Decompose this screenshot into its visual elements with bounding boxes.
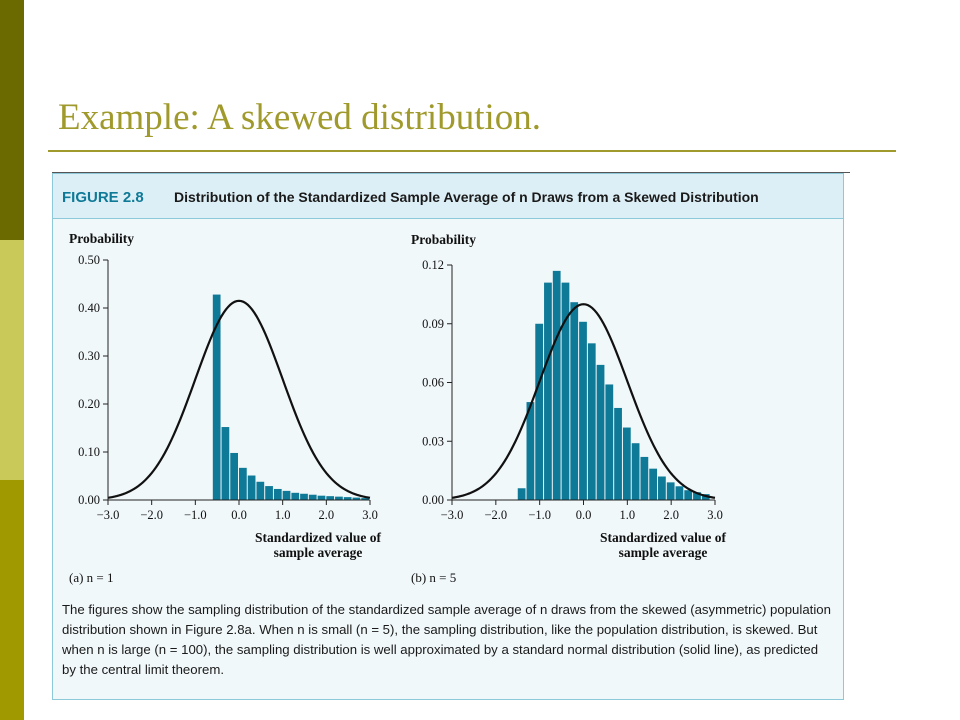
figure-caption-text: The figures show the sampling distributi… [62, 602, 831, 677]
panel-a-histogram-bar [256, 481, 265, 500]
panel-b-histogram-bar [666, 482, 675, 500]
panel-a-histogram-bar [308, 494, 317, 500]
panel-a-x-tick-label: 0.0 [231, 508, 247, 522]
panel-b-histogram-bar [596, 364, 605, 500]
panel-b-histogram-bar [614, 407, 622, 500]
panel-b-x-axis-label: Standardized value of [600, 530, 727, 545]
slide-title: Example: A skewed distribution. [58, 97, 542, 138]
figure-label: FIGURE 2.8 [62, 189, 144, 206]
panel-b-histogram-bar [535, 323, 544, 500]
panel-a-histogram-bar [265, 486, 273, 500]
panel-b-histogram-bar [622, 427, 631, 500]
panel-a-x-tick-label: −1.0 [184, 508, 207, 522]
panel-a-y-tick-label: 0.30 [78, 349, 100, 363]
panel-a-histogram-bar [291, 492, 300, 500]
panel-a-histogram-bar [273, 488, 282, 500]
panel-a-histogram-bar [247, 475, 256, 500]
panel-a-histogram-bar [361, 498, 369, 500]
panel-b-normal-curve [451, 303, 716, 499]
panel-a-normal-curve [107, 299, 371, 499]
panel-b-x-tick-label: −1.0 [528, 508, 551, 522]
panel-b-x-tick-label: 3.0 [707, 508, 723, 522]
panel-b-x-tick-label: 0.0 [576, 508, 592, 522]
panel-b-x-tick-label: 2.0 [663, 508, 679, 522]
panel-b-y-axis-label: Probability [411, 232, 476, 247]
panel-a-histogram-bar [343, 497, 352, 500]
panel-a-histogram-bar [282, 490, 291, 500]
panel-b-histogram-bar [640, 456, 649, 500]
panel-b-histogram-bar [649, 468, 658, 500]
panel-b-histogram-bar [579, 321, 587, 500]
panel-b-x-tick-label: −3.0 [441, 508, 464, 522]
panel-b-histogram-bar [693, 492, 701, 500]
panel-b-x-tick-label: −2.0 [484, 508, 507, 522]
panel-b-y-tick-label: 0.12 [422, 258, 444, 272]
panel-a-panel-label: (a) n = 1 [69, 570, 114, 585]
panel-a-y-axis-label: Probability [69, 231, 134, 246]
panel-b-histogram-bar [570, 302, 579, 500]
panel-b-histogram-bar [561, 282, 570, 500]
panel-a-histogram-bar [326, 496, 335, 500]
panel-a-x-tick-label: 3.0 [362, 508, 378, 522]
panel-a-histogram-bar [212, 294, 221, 500]
panel-b-y-tick-label: 0.09 [422, 317, 444, 331]
panel-a-y-tick-label: 0.00 [78, 493, 100, 507]
panel-b-histogram-bar [658, 476, 666, 500]
panel-b-histogram-bar [552, 270, 561, 500]
panel-b-y-tick-label: 0.06 [422, 376, 444, 390]
panel-a-histogram-bar [352, 497, 361, 500]
panel-a-x-axis-label: sample average [274, 545, 363, 560]
panel-a-x-tick-label: −3.0 [97, 508, 120, 522]
panel-a-y-tick-label: 0.40 [78, 301, 100, 315]
panel-a-y-tick-label: 0.20 [78, 397, 100, 411]
panel-a-x-axis-label: Standardized value of [255, 530, 382, 545]
panel-a-histogram-bar [335, 496, 343, 500]
panel-b-histogram-bar [605, 384, 614, 500]
panel-b-x-tick-label: 1.0 [620, 508, 636, 522]
figure-caption-title: Distribution of the Standardized Sample … [174, 189, 759, 205]
panel-a-y-tick-label: 0.10 [78, 445, 100, 459]
panel-a-histogram-bar [239, 467, 247, 500]
panel-a-x-tick-label: 2.0 [319, 508, 335, 522]
sidebar-segment-light [0, 240, 24, 480]
panel-b-panel-label: (b) n = 5 [411, 570, 456, 585]
panel-a-histogram-bar [230, 452, 238, 500]
title-underline [48, 150, 896, 152]
panel-a-histogram-bar [300, 493, 308, 500]
panel-a-y-tick-label: 0.50 [78, 253, 100, 267]
panel-a-x-tick-label: 1.0 [275, 508, 291, 522]
panel-b-x-axis-label: sample average [619, 545, 708, 560]
sidebar-segment-dark [0, 0, 24, 240]
figure-box: FIGURE 2.8 Distribution of the Standardi… [52, 173, 844, 700]
panel-b-histogram-bar [544, 282, 552, 500]
panel-a-x-tick-label: −2.0 [140, 508, 163, 522]
panel-b-y-tick-label: 0.00 [422, 493, 444, 507]
panel-b-histogram-bar [526, 402, 535, 500]
panel-b-y-tick-label: 0.03 [422, 434, 444, 448]
panel-b-histogram-bar [675, 486, 684, 500]
figure-header: FIGURE 2.8 Distribution of the Standardi… [53, 174, 843, 219]
panel-b-histogram-bar [587, 343, 596, 500]
panel-a-histogram-bar [317, 495, 326, 500]
figure-top-rule [52, 172, 850, 173]
panel-b-histogram-bar [631, 443, 640, 500]
figure-charts: 0.00 0.10 0.20 0.30 0.40 0.50 −3.0 −2.0 −1.0 0.0 1… [69, 231, 727, 585]
sidebar-segment-mid [0, 480, 24, 720]
slide-sidebar [0, 0, 24, 720]
panel-a-histogram-bar [221, 427, 230, 500]
panel-b-histogram-bar [517, 488, 526, 500]
panel-b-histogram-bar [684, 490, 693, 500]
